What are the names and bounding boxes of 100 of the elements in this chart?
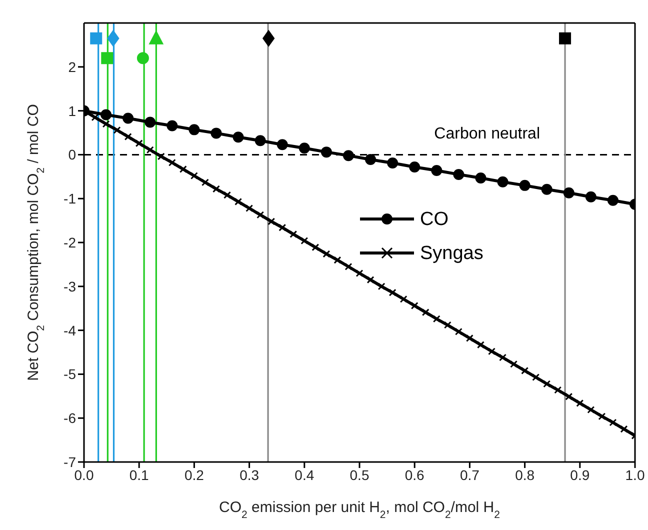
y-tick-label: -1	[64, 190, 76, 207]
point	[136, 52, 149, 64]
point	[620, 425, 628, 433]
point	[410, 302, 418, 310]
point	[497, 176, 508, 188]
point	[587, 406, 595, 414]
point	[422, 308, 430, 316]
x-tick-label: 1.0	[625, 466, 645, 483]
x-tick-label: 0.6	[404, 466, 425, 483]
point	[454, 328, 462, 336]
point	[298, 142, 310, 154]
point	[466, 334, 474, 342]
point	[565, 392, 573, 400]
ref-line-label: Carbon neutral	[434, 126, 540, 143]
point	[122, 112, 134, 124]
point	[90, 32, 102, 44]
point	[124, 132, 132, 140]
point	[166, 120, 178, 132]
point	[168, 158, 176, 166]
point	[519, 180, 530, 191]
point	[432, 315, 440, 323]
y-tick-label: -5	[64, 366, 76, 382]
point	[388, 288, 396, 296]
point	[488, 348, 496, 356]
point	[113, 126, 121, 134]
point	[476, 341, 484, 349]
x-axis-title: CO$_{2}$ emission per unit H$_{2}$, mol CO$_{2}$/mol H$_{2}$	[219, 499, 500, 521]
point	[212, 185, 220, 193]
point	[444, 321, 452, 329]
point	[541, 184, 552, 195]
y-tick-label: -2	[64, 234, 76, 250]
point	[334, 256, 342, 264]
point	[190, 172, 198, 180]
point	[400, 295, 408, 303]
point	[179, 165, 187, 173]
point	[201, 178, 209, 186]
point	[146, 146, 154, 154]
point	[543, 380, 551, 388]
point	[246, 204, 254, 212]
point	[554, 386, 562, 394]
point	[366, 276, 374, 284]
point	[210, 128, 222, 139]
point	[378, 282, 386, 290]
point	[188, 124, 200, 136]
point	[157, 152, 165, 160]
point	[475, 172, 486, 184]
point	[268, 218, 276, 226]
y-tick-label: -7	[64, 454, 76, 470]
point	[510, 360, 518, 368]
point	[91, 114, 99, 122]
point	[532, 374, 540, 382]
point	[521, 366, 529, 374]
point	[234, 198, 242, 206]
point	[342, 150, 354, 162]
point	[576, 399, 584, 407]
point	[101, 52, 114, 64]
point	[102, 120, 110, 128]
x-tick-label: 0.4	[294, 466, 314, 483]
point	[290, 230, 298, 238]
x-tick-label: 0.5	[350, 466, 370, 483]
x-tick-label: 0.0	[74, 466, 94, 483]
y-tick-label: 0	[68, 146, 76, 163]
point	[262, 30, 275, 47]
point	[431, 165, 442, 176]
point	[598, 412, 606, 420]
point	[300, 236, 308, 244]
x-tick-label: 0.1	[129, 466, 150, 483]
x-tick-label: 0.2	[184, 466, 204, 483]
y-tick-label: 1	[68, 102, 76, 119]
point	[499, 354, 507, 362]
point	[344, 262, 352, 270]
x-tick-label: 0.7	[460, 466, 480, 483]
point	[365, 154, 376, 166]
point	[100, 109, 112, 120]
y-tick-label: 2	[68, 58, 76, 75]
point	[232, 132, 244, 143]
x-tick-label: 0.9	[570, 466, 590, 483]
point	[144, 116, 156, 128]
point	[135, 140, 143, 148]
point	[276, 139, 288, 150]
point	[312, 244, 320, 252]
point	[278, 224, 286, 232]
y-tick-label: -6	[64, 410, 76, 426]
point	[256, 211, 264, 219]
y-tick-label: -3	[64, 278, 76, 294]
point	[607, 194, 618, 206]
point	[609, 418, 617, 426]
legend-label: Syngas	[420, 243, 484, 264]
point	[356, 269, 364, 277]
point	[559, 32, 572, 44]
point	[453, 168, 464, 180]
point	[107, 30, 120, 47]
y-tick-label: -4	[64, 322, 76, 338]
x-tick-label: 0.3	[240, 466, 260, 483]
point	[322, 250, 330, 258]
x-tick-label: 0.8	[515, 466, 535, 483]
legend-label: CO	[420, 209, 448, 230]
point	[387, 158, 398, 169]
point	[254, 135, 266, 146]
point	[320, 146, 332, 158]
